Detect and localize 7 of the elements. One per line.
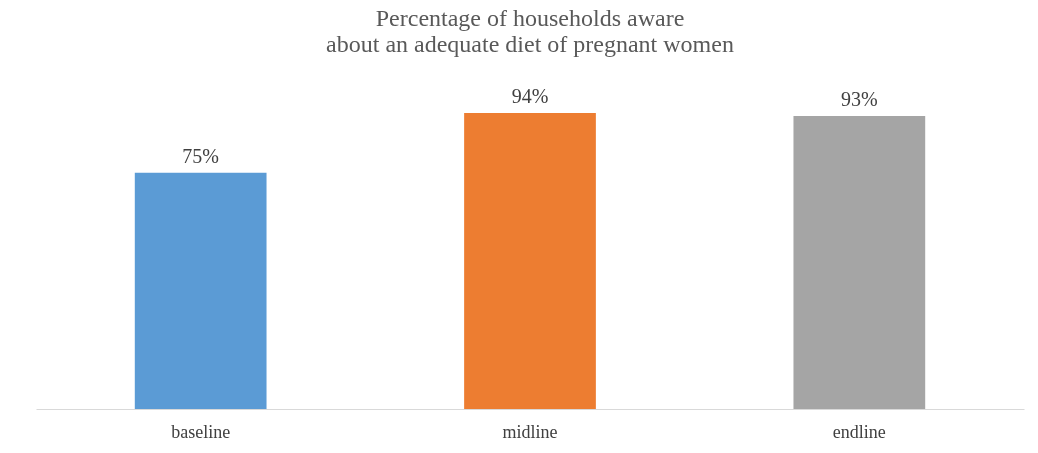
x-tick-label: midline [502,421,558,442]
data-label: 75% [182,144,219,167]
data-label: 94% [511,84,549,107]
chart-title: Percentage of households aware about an adequate diet of pregnant women [326,4,734,57]
x-tick-label: baseline [171,421,231,442]
data-label: 93% [841,88,878,111]
x-tick-label: endline [832,421,886,442]
